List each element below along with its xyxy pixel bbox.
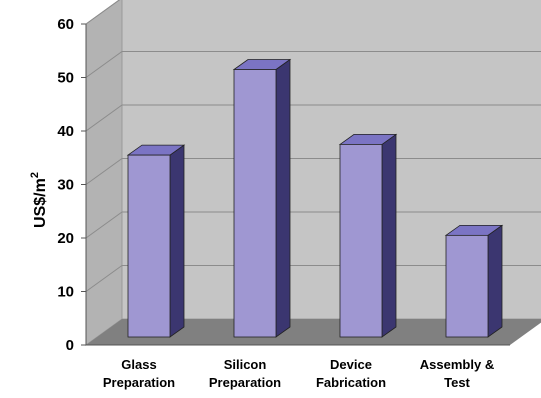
x-tick-label: Assembly & Test xyxy=(420,357,494,390)
bar-side xyxy=(275,58,291,338)
x-tick-label-line: Glass xyxy=(121,357,156,372)
x-tick-label-line: Preparation xyxy=(209,375,281,390)
gridline xyxy=(85,265,541,292)
y-tick-label: 60 xyxy=(57,16,74,33)
bar-side xyxy=(381,133,397,338)
x-tick-label: Device Fabrication xyxy=(316,357,386,390)
bars xyxy=(126,58,504,338)
y-axis: 0 10 20 30 40 50 60 xyxy=(57,16,87,354)
x-axis: Glass Preparation Silicon Preparation Device… xyxy=(86,344,510,390)
x-tick-label-line: Test xyxy=(444,375,470,390)
bar-front xyxy=(127,154,171,338)
bar-side xyxy=(487,224,503,338)
bar-front xyxy=(445,234,489,338)
x-tick-label-line: Preparation xyxy=(103,375,175,390)
x-tick-label-line: Silicon xyxy=(224,357,267,372)
bar xyxy=(444,224,504,338)
y-axis-label: US$/m2 xyxy=(29,172,49,228)
y-tick-label: 30 xyxy=(57,177,74,194)
bar-front xyxy=(339,143,383,338)
bar xyxy=(126,144,186,338)
y-tick-label: 0 xyxy=(66,337,74,354)
x-tick-label-line: Fabrication xyxy=(316,375,386,390)
y-tick-label: 20 xyxy=(57,230,74,247)
gridline xyxy=(85,211,541,239)
y-tick-label: 50 xyxy=(57,70,74,87)
x-tick-label-line: Assembly & xyxy=(420,357,494,372)
x-tick-label-line: Device xyxy=(330,357,372,372)
side-wall xyxy=(85,0,123,346)
x-tick-label: Glass Preparation xyxy=(103,357,175,390)
floor xyxy=(86,319,541,345)
y-axis-label-text: US$/m xyxy=(32,178,49,228)
gridline xyxy=(85,158,541,185)
gridline xyxy=(85,104,541,132)
bar xyxy=(338,133,398,338)
chart-walls xyxy=(85,0,541,346)
y-tick-label: 10 xyxy=(57,284,74,301)
y-tick-label: 40 xyxy=(57,123,74,140)
bar xyxy=(232,58,292,338)
y-axis-label-superscript: 2 xyxy=(29,172,41,178)
bar-front xyxy=(233,69,277,338)
bar-side xyxy=(169,144,185,338)
gridline xyxy=(85,51,541,78)
gridlines xyxy=(85,0,541,292)
gridline xyxy=(85,0,121,25)
x-tick-label: Silicon Preparation xyxy=(209,357,281,390)
